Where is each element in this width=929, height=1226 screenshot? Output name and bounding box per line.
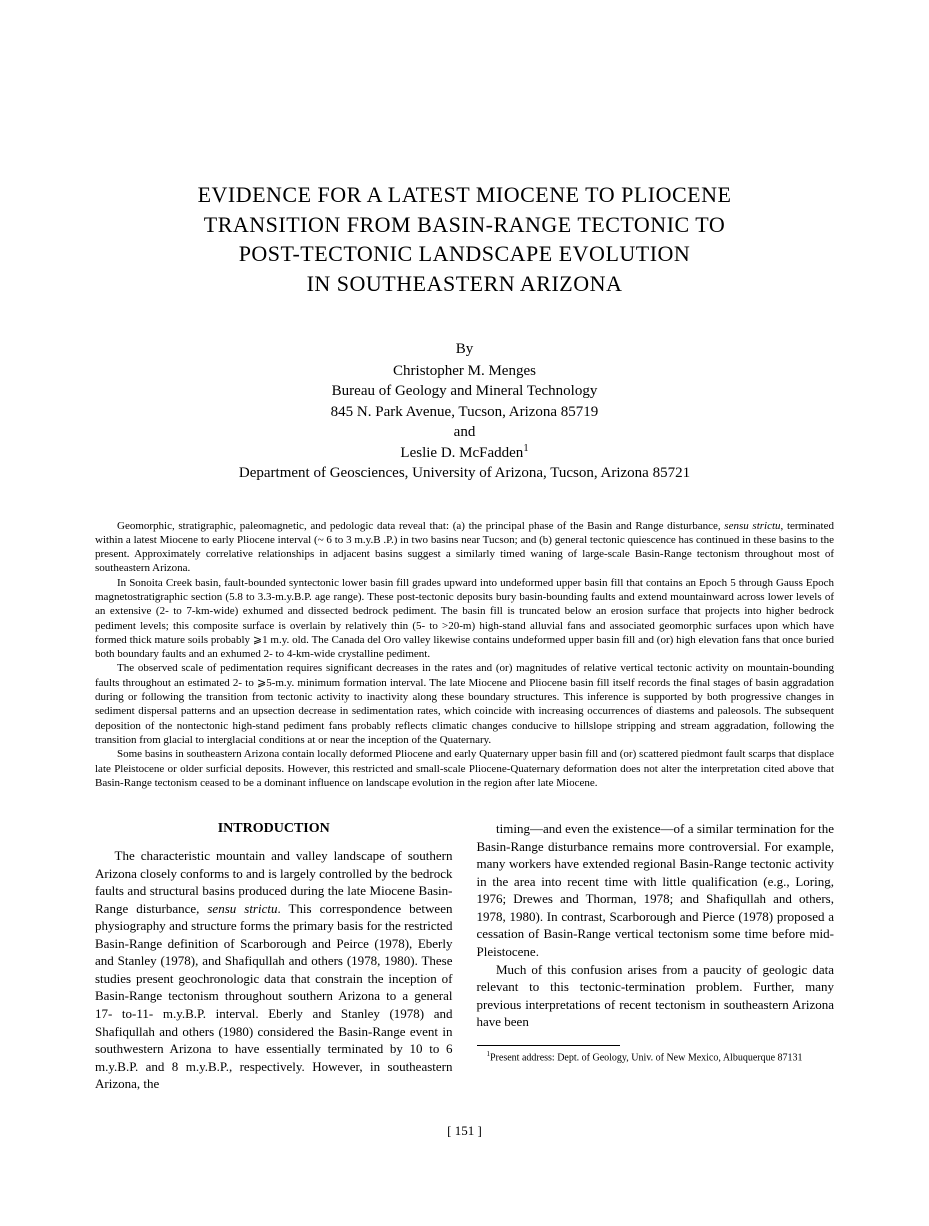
author2-footnote-ref: 1 <box>523 443 528 454</box>
author1-affiliation-1: Bureau of Geology and Mineral Technology <box>95 381 834 401</box>
introduction-heading: INTRODUCTION <box>95 820 453 839</box>
intro-col1-para-1: The characteristic mountain and valley l… <box>95 847 453 1093</box>
author1-affiliation-2: 845 N. Park Avenue, Tucson, Arizona 8571… <box>95 402 834 422</box>
title-line-4: IN SOUTHEASTERN ARIZONA <box>307 271 623 296</box>
by-line: By <box>95 339 834 359</box>
abstract-para-4: Some basins in southeastern Arizona cont… <box>95 747 834 790</box>
abstract-para-2: In Sonoita Creek basin, fault-bounded sy… <box>95 576 834 662</box>
abstract-block: Geomorphic, stratigraphic, paleomagnetic… <box>95 519 834 791</box>
author2-name: Leslie D. McFadden1 <box>95 442 834 463</box>
title-line-2: TRANSITION FROM BASIN-RANGE TECTONIC TO <box>204 212 725 237</box>
abstract-para-3: The observed scale of pedimentation requ… <box>95 661 834 747</box>
title-line-1: EVIDENCE FOR A LATEST MIOCENE TO PLIOCEN… <box>198 182 732 207</box>
abstract-para-1: Geomorphic, stratigraphic, paleomagnetic… <box>95 519 834 576</box>
authors-block: By Christopher M. Menges Bureau of Geolo… <box>95 339 834 484</box>
right-column: timing—and even the existence—of a simil… <box>477 820 835 1093</box>
footnote-text: 1Present address: Dept. of Geology, Univ… <box>477 1050 835 1065</box>
author2-affiliation: Department of Geosciences, University of… <box>95 463 834 483</box>
author1-name: Christopher M. Menges <box>95 361 834 381</box>
intro-col2-para-2: Much of this confusion arises from a pau… <box>477 961 835 1031</box>
left-column: INTRODUCTION The characteristic mountain… <box>95 820 453 1093</box>
title-line-3: POST-TECTONIC LANDSCAPE EVOLUTION <box>239 241 691 266</box>
footnote-divider <box>477 1045 620 1046</box>
author-and: and <box>95 422 834 442</box>
body-columns: INTRODUCTION The characteristic mountain… <box>95 820 834 1093</box>
paper-title: EVIDENCE FOR A LATEST MIOCENE TO PLIOCEN… <box>95 180 834 299</box>
intro-col2-para-1: timing—and even the existence—of a simil… <box>477 820 835 960</box>
page-number: [ 151 ] <box>95 1123 834 1139</box>
